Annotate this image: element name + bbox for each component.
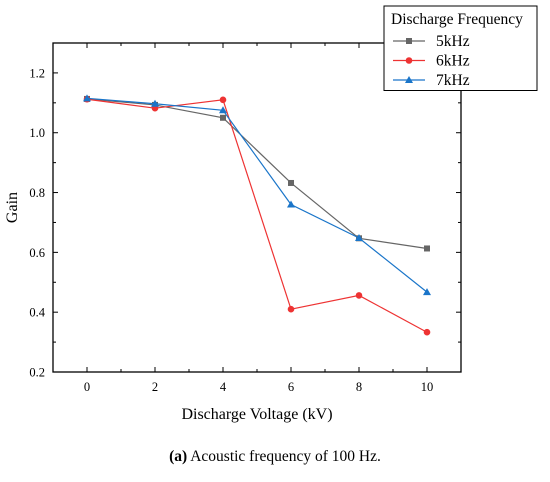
- legend-item-7kHz: 7kHz: [393, 72, 470, 89]
- caption-label: (a): [169, 448, 188, 465]
- x-tick-label: 6: [288, 380, 294, 394]
- legend: Discharge Frequency 5kHz 6kHz 7kHz: [383, 5, 538, 91]
- legend-label: 7kHz: [436, 72, 470, 89]
- y-tick-label: 0.8: [29, 186, 45, 200]
- plot-frame: [52, 42, 462, 373]
- series-layer: [83, 94, 431, 336]
- x-tick-label: 0: [84, 380, 90, 394]
- square-marker: [406, 38, 412, 44]
- triangle-marker: [219, 106, 227, 114]
- triangle-marker: [151, 99, 159, 107]
- triangle-marker: [423, 288, 431, 296]
- x-axis-title: Discharge Voltage (kV): [181, 406, 332, 423]
- x-tick-label: 8: [356, 380, 362, 394]
- ticks: 0 2 4 6 8 10 0.2 0.4 0.6 0.8 1.0 1.2: [29, 42, 462, 394]
- square-marker: [424, 245, 430, 252]
- legend-item-5kHz: 5kHz: [393, 33, 470, 50]
- y-tick-label: 0.2: [29, 366, 45, 380]
- square-marker: [288, 179, 294, 186]
- figure-caption: (a) Acoustic frequency of 100 Hz.: [0, 448, 550, 466]
- y-tick-label: 1.2: [29, 66, 45, 80]
- x-tick-label: 10: [421, 380, 434, 394]
- circle-marker: [355, 292, 363, 299]
- series-6kHz: [83, 95, 431, 336]
- y-tick-label: 0.4: [29, 306, 45, 320]
- y-axis-title: Gain: [4, 192, 21, 223]
- triangle-marker: [355, 234, 363, 242]
- x-tick-label: 2: [152, 380, 158, 394]
- legend-box: [383, 5, 538, 91]
- legend-label: 5kHz: [436, 33, 470, 50]
- series-7kHz: [83, 94, 431, 296]
- triangle-marker: [287, 200, 295, 208]
- series-line: [86, 98, 428, 250]
- legend-items: 5kHz 6kHz 7kHz: [393, 33, 470, 89]
- series-5kHz: [84, 95, 430, 252]
- legend-title: Discharge Frequency: [391, 11, 523, 28]
- x-tick-label: 4: [220, 380, 227, 394]
- axes: [52, 42, 462, 373]
- triangle-marker: [83, 94, 91, 102]
- series-line: [86, 98, 428, 333]
- legend-label: 6kHz: [436, 53, 470, 70]
- series-line: [86, 97, 428, 293]
- circle-marker: [423, 328, 431, 336]
- triangle-marker: [405, 76, 413, 83]
- legend-item-6kHz: 6kHz: [393, 53, 470, 70]
- y-tick-label: 0.6: [29, 246, 45, 260]
- circle-marker: [219, 96, 227, 104]
- circle-marker: [287, 305, 295, 313]
- y-tick-label: 1.0: [29, 126, 45, 140]
- square-marker: [220, 114, 226, 121]
- caption-text: Acoustic frequency of 100 Hz.: [187, 448, 381, 465]
- circle-marker: [405, 57, 413, 64]
